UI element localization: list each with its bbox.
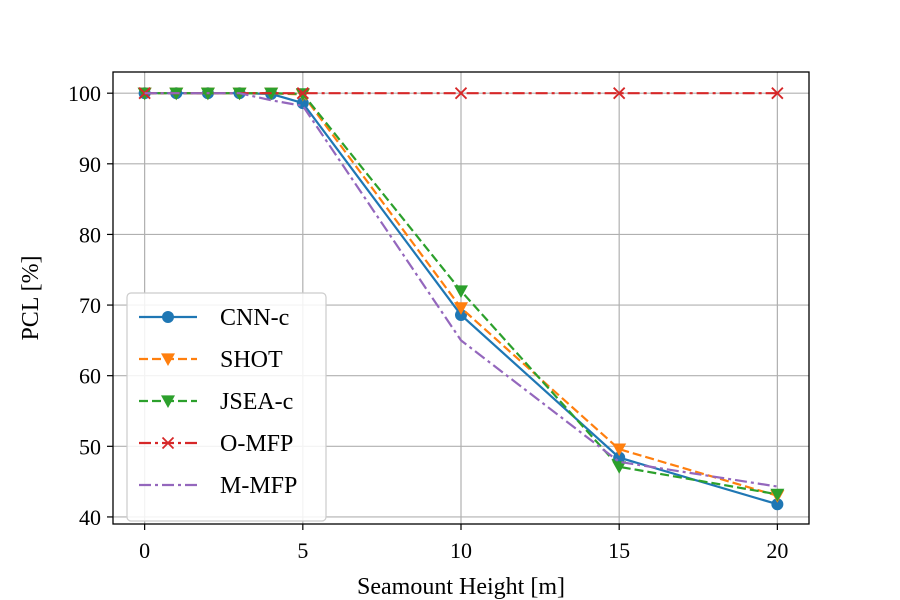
series-line-m-mfp bbox=[144, 92, 778, 488]
x-tick-label: 0 bbox=[139, 538, 150, 563]
y-tick-label: 100 bbox=[68, 81, 101, 106]
data-point-o-mfp bbox=[296, 87, 309, 100]
y-tick-label: 70 bbox=[79, 293, 101, 318]
legend: CNN-c SHOT JSEA-c O-MFP M-MFP bbox=[126, 292, 327, 522]
legend-label: SHOT bbox=[220, 347, 283, 373]
data-point-cnn-c bbox=[771, 498, 784, 511]
data-point-o-mfp bbox=[771, 87, 784, 100]
data-point-jsea-c bbox=[454, 285, 468, 298]
legend-marker bbox=[162, 311, 174, 323]
legend-marker bbox=[161, 353, 175, 366]
legend-label: JSEA-c bbox=[220, 389, 293, 415]
legend-entry-cnn-c: CNN-c bbox=[139, 305, 289, 331]
y-tick-label: 50 bbox=[79, 434, 101, 459]
y-tick-label: 80 bbox=[79, 222, 101, 247]
series-m-mfp bbox=[144, 92, 778, 488]
legend-marker bbox=[161, 436, 175, 450]
data-point-o-mfp bbox=[454, 87, 468, 100]
x-tick-label: 5 bbox=[297, 538, 308, 563]
series-o-mfp bbox=[138, 87, 784, 100]
legend-entry-jsea-c: JSEA-c bbox=[139, 389, 293, 415]
x-tick-label: 15 bbox=[608, 538, 630, 563]
legend-entry-o-mfp: O-MFP bbox=[139, 431, 293, 457]
x-tick-label: 10 bbox=[450, 538, 472, 563]
legend-entry-shot: SHOT bbox=[139, 347, 283, 373]
data-point-jsea-c bbox=[770, 488, 785, 502]
x-axis-label: Seamount Height [m] bbox=[357, 574, 565, 600]
y-axis-label: PCL [%] bbox=[18, 255, 44, 340]
legend-label: CNN-c bbox=[220, 305, 289, 331]
legend-label: O-MFP bbox=[220, 431, 293, 457]
axis-ticks: 0 5 10 15 20 40 50 60 70 80 90 100 bbox=[68, 81, 788, 563]
data-point-shot bbox=[454, 302, 468, 315]
series-line-jsea-c bbox=[144, 92, 778, 496]
legend-box bbox=[126, 292, 327, 522]
x-tick-label: 20 bbox=[766, 538, 788, 563]
data-point-jsea-c bbox=[612, 461, 627, 474]
data-point-shot bbox=[612, 443, 627, 457]
y-tick-label: 40 bbox=[79, 505, 101, 530]
legend-entry-m-mfp: M-MFP bbox=[139, 473, 297, 499]
data-point-jsea-c bbox=[295, 88, 310, 101]
data-point-o-mfp bbox=[613, 87, 626, 100]
plot-series bbox=[137, 87, 785, 511]
y-tick-label: 60 bbox=[79, 364, 101, 389]
legend-marker bbox=[161, 395, 175, 408]
data-point-cnn-c bbox=[455, 308, 467, 321]
legend-label: M-MFP bbox=[220, 473, 297, 499]
y-tick-label: 90 bbox=[79, 152, 101, 177]
